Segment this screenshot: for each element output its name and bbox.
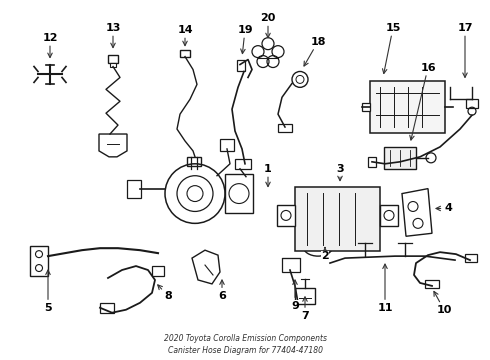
Text: 2020 Toyota Corolla Emission Components
Canister Hose Diagram for 77404-47180: 2020 Toyota Corolla Emission Components … bbox=[164, 334, 326, 355]
Text: 18: 18 bbox=[304, 37, 326, 66]
Bar bbox=[466, 99, 478, 108]
Bar bbox=[278, 124, 292, 132]
Bar bbox=[180, 50, 190, 57]
Text: 17: 17 bbox=[457, 23, 473, 77]
Bar bbox=[235, 159, 251, 169]
Bar bbox=[100, 303, 114, 313]
Text: 8: 8 bbox=[158, 285, 172, 301]
Text: 7: 7 bbox=[301, 297, 309, 321]
Bar bbox=[108, 55, 118, 63]
Text: 14: 14 bbox=[177, 25, 193, 46]
Bar bbox=[30, 246, 48, 276]
Text: 11: 11 bbox=[377, 264, 393, 313]
Text: 2: 2 bbox=[321, 248, 329, 261]
Text: 1: 1 bbox=[264, 164, 272, 186]
Text: 12: 12 bbox=[42, 33, 58, 58]
Text: 3: 3 bbox=[336, 164, 344, 181]
Bar bbox=[370, 81, 445, 133]
Text: 4: 4 bbox=[436, 203, 452, 213]
Bar bbox=[362, 103, 370, 111]
Bar bbox=[282, 258, 300, 272]
Text: 10: 10 bbox=[434, 291, 452, 315]
Bar bbox=[380, 204, 398, 226]
Bar bbox=[295, 186, 380, 251]
Text: 15: 15 bbox=[383, 23, 401, 73]
Bar bbox=[152, 266, 164, 276]
Text: 13: 13 bbox=[105, 23, 121, 48]
Bar bbox=[295, 288, 315, 304]
Bar bbox=[277, 204, 295, 226]
Text: 16: 16 bbox=[410, 63, 436, 140]
Bar bbox=[237, 59, 245, 72]
Text: 5: 5 bbox=[44, 270, 52, 313]
Text: 20: 20 bbox=[260, 13, 276, 38]
Bar bbox=[368, 157, 376, 167]
Bar bbox=[425, 280, 439, 288]
Text: 19: 19 bbox=[237, 25, 253, 54]
Bar bbox=[110, 63, 116, 67]
Bar bbox=[465, 254, 477, 262]
Bar bbox=[127, 180, 141, 198]
Bar bbox=[384, 147, 416, 169]
Bar bbox=[220, 139, 234, 151]
Bar bbox=[187, 157, 201, 166]
Text: 6: 6 bbox=[218, 280, 226, 301]
Text: 9: 9 bbox=[291, 280, 299, 311]
